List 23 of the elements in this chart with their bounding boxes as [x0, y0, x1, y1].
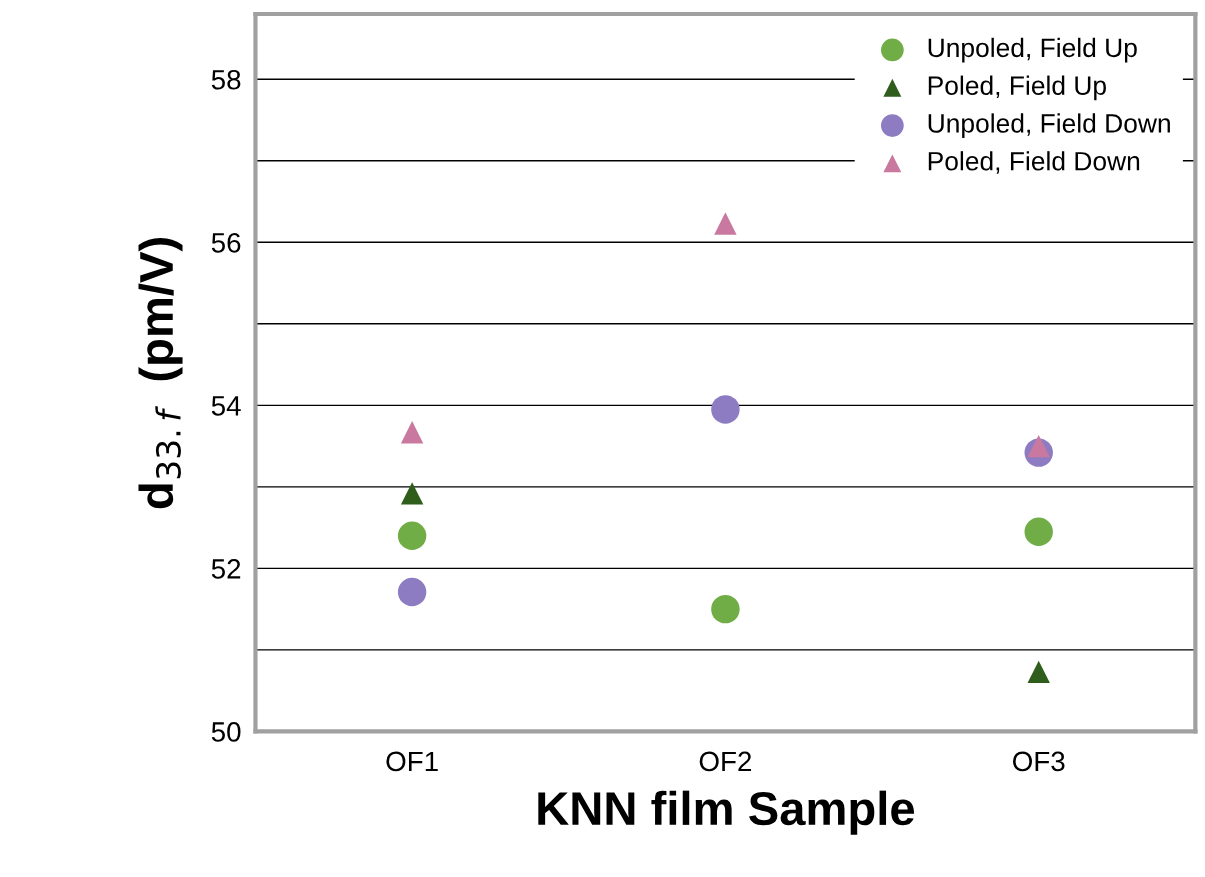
point: [400, 421, 424, 444]
y-axis-title: d$_{33.f}$ (pm/V): [138, 238, 183, 509]
legend-label: Unpoled, Field Up: [928, 37, 1137, 63]
point: [397, 521, 427, 550]
x-tick-label: OF2: [699, 751, 752, 772]
point: [400, 482, 424, 505]
point: [1027, 660, 1050, 684]
legend-label: Poled, Field Down: [928, 151, 1140, 174]
x-tick-label: OF1: [386, 751, 438, 772]
x-axis-title: KNN film Sample: [538, 790, 915, 835]
point: [397, 577, 427, 607]
legend-label: Poled, Field Up: [928, 75, 1106, 101]
y-tick-label: 56: [211, 232, 241, 253]
point: [1024, 517, 1053, 546]
y-tick-label: 58: [211, 69, 241, 90]
point: [714, 212, 737, 235]
point: [711, 395, 740, 424]
y-tick-label: 52: [211, 559, 241, 579]
y-tick-label: 54: [211, 396, 241, 416]
legend-label: Unpoled, Field Down: [928, 113, 1170, 138]
x-tick-label: OF3: [1013, 751, 1065, 772]
point: [711, 594, 740, 624]
y-tick-label: 50: [211, 722, 241, 742]
